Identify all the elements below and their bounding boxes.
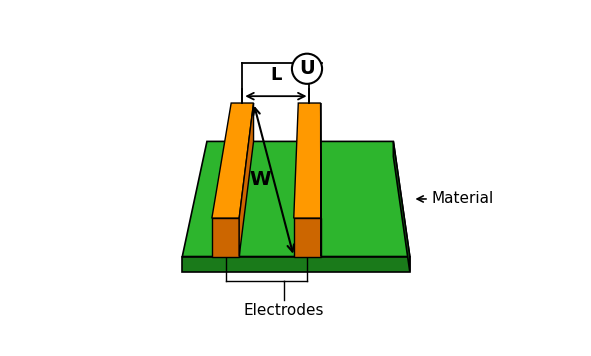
Text: L: L	[270, 66, 281, 84]
Text: Electrodes: Electrodes	[243, 303, 324, 318]
Text: U: U	[299, 59, 315, 78]
Polygon shape	[182, 257, 410, 272]
Polygon shape	[239, 103, 254, 257]
Polygon shape	[182, 141, 410, 257]
Polygon shape	[294, 103, 321, 218]
Text: Material: Material	[417, 192, 494, 206]
Text: W: W	[249, 170, 271, 189]
Circle shape	[292, 54, 322, 84]
Polygon shape	[212, 218, 239, 257]
Polygon shape	[394, 141, 410, 272]
Polygon shape	[212, 103, 254, 218]
Polygon shape	[294, 218, 321, 257]
